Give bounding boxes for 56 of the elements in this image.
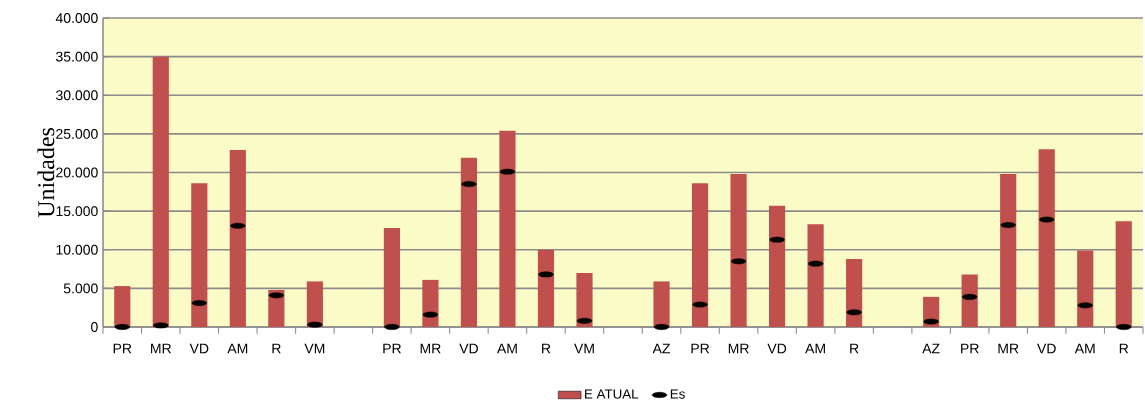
y-tick-label: 20.000 [56, 167, 98, 178]
bar [807, 224, 824, 327]
x-tick-label: AM [227, 343, 248, 354]
x-tick-label: AZ [922, 343, 940, 354]
x-tick-label: AZ [652, 343, 671, 354]
bar [383, 228, 400, 327]
x-tick-label: MR [728, 343, 749, 354]
x-tick-label: MR [998, 343, 1019, 354]
bar [961, 274, 978, 327]
bar [537, 249, 555, 327]
bar [499, 130, 516, 327]
x-tick-label: R [272, 343, 281, 354]
x-tick-label: PR [383, 343, 401, 354]
bar [1115, 221, 1132, 327]
bar [1000, 174, 1017, 327]
x-tick-label: AM [496, 343, 517, 354]
y-tick-label: 25.000 [56, 128, 98, 139]
bar [1077, 250, 1094, 327]
bar [191, 183, 208, 327]
x-tick-label: PR [961, 343, 979, 354]
x-tick-label: R [850, 343, 859, 354]
x-tick-label: VD [767, 343, 787, 354]
x-tick-label: MR [151, 343, 172, 354]
bar [229, 150, 246, 327]
x-tick-label: PR [113, 343, 132, 354]
bar [768, 205, 786, 327]
legend-label: E ATUAL [585, 389, 639, 399]
bar [1038, 149, 1055, 327]
x-tick-label: PR [691, 343, 710, 354]
y-tick-label: 0 [91, 322, 98, 332]
bar [152, 56, 169, 327]
y-tick-label: 15.000 [56, 206, 98, 217]
x-tick-label: VD [189, 343, 209, 354]
bar [114, 286, 131, 327]
bar [653, 281, 670, 327]
y-tick-label: 40.000 [55, 13, 98, 23]
bar [460, 157, 478, 327]
y-axis-title: Unidades [37, 128, 55, 218]
bar [730, 174, 747, 327]
x-tick-label: R [542, 343, 551, 354]
y-tick-label: 30.000 [56, 90, 98, 101]
x-tick-label: AM [1074, 343, 1095, 354]
bar [691, 183, 709, 327]
x-tick-label: MR [420, 343, 441, 354]
x-tick-label: R [1119, 343, 1129, 354]
y-tick-label: 35.000 [56, 51, 98, 62]
x-tick-label: VM [574, 343, 594, 354]
legend-label: Es [670, 389, 685, 399]
y-tick-label: 10.000 [56, 244, 98, 255]
x-tick-label: VD [1037, 343, 1056, 354]
bar [846, 259, 863, 327]
x-tick-label: VD [459, 343, 478, 354]
bar [576, 272, 593, 327]
x-tick-label: VM [304, 343, 325, 354]
x-tick-label: AM [805, 343, 825, 354]
y-tick-label: 5.000 [63, 283, 98, 294]
